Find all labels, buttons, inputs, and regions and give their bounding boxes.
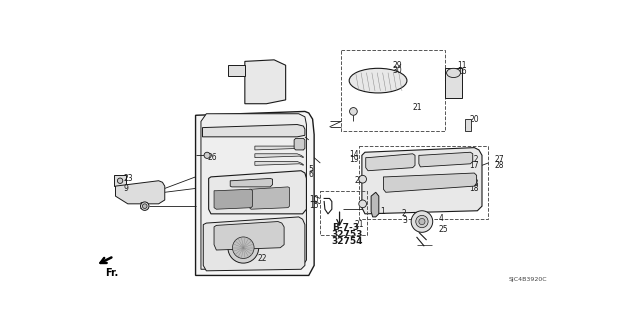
Polygon shape <box>362 148 482 214</box>
Circle shape <box>204 152 210 159</box>
Text: 24: 24 <box>140 202 149 211</box>
Circle shape <box>117 178 123 183</box>
Polygon shape <box>255 161 303 165</box>
Text: 8: 8 <box>234 249 238 258</box>
Text: 15: 15 <box>308 201 318 210</box>
Text: 19: 19 <box>349 155 358 164</box>
Text: 9: 9 <box>124 184 129 193</box>
Polygon shape <box>371 192 379 217</box>
Circle shape <box>411 211 433 232</box>
Polygon shape <box>365 154 415 171</box>
Polygon shape <box>255 146 303 150</box>
Text: 12: 12 <box>470 155 479 164</box>
Text: SJC4B3920C: SJC4B3920C <box>509 277 548 282</box>
Bar <box>320 191 367 235</box>
Circle shape <box>359 175 367 183</box>
Bar <box>465 119 471 131</box>
Polygon shape <box>202 124 305 137</box>
Polygon shape <box>383 173 477 192</box>
Bar <box>445 68 462 98</box>
Polygon shape <box>245 60 285 104</box>
Text: 26: 26 <box>207 153 217 162</box>
Polygon shape <box>196 111 314 275</box>
Text: 32753: 32753 <box>332 230 364 239</box>
Text: 32754: 32754 <box>332 237 364 246</box>
Circle shape <box>359 200 367 208</box>
Polygon shape <box>201 114 307 269</box>
Text: 21: 21 <box>413 103 422 112</box>
Polygon shape <box>204 217 305 271</box>
Polygon shape <box>214 221 284 250</box>
Text: B-7-3: B-7-3 <box>332 223 359 232</box>
Text: 17: 17 <box>470 161 479 170</box>
Text: Fr.: Fr. <box>105 268 118 278</box>
Text: 1: 1 <box>380 207 385 216</box>
Text: 20: 20 <box>470 115 479 124</box>
Polygon shape <box>255 154 303 158</box>
Circle shape <box>143 204 147 208</box>
Bar <box>114 175 126 186</box>
Polygon shape <box>250 187 289 209</box>
Text: 21: 21 <box>354 220 364 229</box>
Polygon shape <box>115 181 164 204</box>
Bar <box>359 146 488 219</box>
Circle shape <box>228 232 259 263</box>
Text: 16: 16 <box>458 67 467 76</box>
Text: 6: 6 <box>308 170 314 179</box>
Polygon shape <box>230 178 273 187</box>
Text: 25: 25 <box>439 225 449 234</box>
Circle shape <box>232 237 254 258</box>
Circle shape <box>141 202 149 210</box>
Text: 27: 27 <box>494 155 504 164</box>
Text: 5: 5 <box>308 166 314 174</box>
Text: 4: 4 <box>439 214 444 223</box>
Text: 10: 10 <box>308 196 318 204</box>
Text: 28: 28 <box>494 161 504 170</box>
Text: 11: 11 <box>458 61 467 70</box>
Circle shape <box>416 215 428 228</box>
Text: 23: 23 <box>124 174 134 183</box>
Text: 7: 7 <box>234 254 238 263</box>
Ellipse shape <box>447 68 460 78</box>
Circle shape <box>419 219 425 225</box>
Text: 14: 14 <box>349 150 358 159</box>
Text: 13: 13 <box>470 179 479 188</box>
Text: 18: 18 <box>470 184 479 193</box>
Bar <box>228 65 245 76</box>
Text: 22: 22 <box>257 254 267 263</box>
Text: 21: 21 <box>354 176 364 185</box>
Text: 30: 30 <box>393 66 403 75</box>
Text: 2: 2 <box>402 209 406 218</box>
Text: 3: 3 <box>402 216 407 225</box>
Text: 29: 29 <box>393 61 403 70</box>
Ellipse shape <box>349 68 407 93</box>
Polygon shape <box>209 171 307 214</box>
Polygon shape <box>419 152 473 167</box>
Polygon shape <box>294 138 305 150</box>
Circle shape <box>349 108 357 115</box>
Polygon shape <box>214 189 253 209</box>
Bar <box>341 50 445 131</box>
